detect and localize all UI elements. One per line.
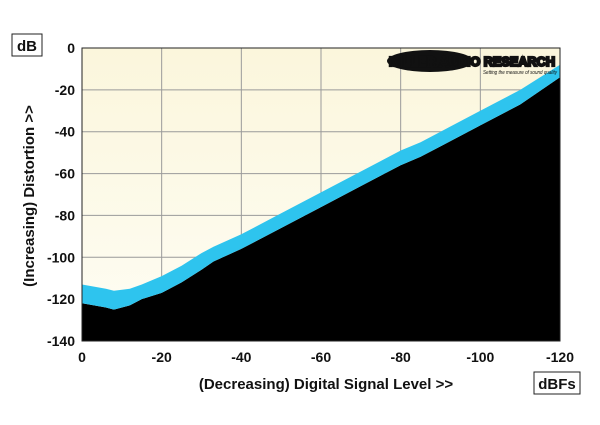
plot-frame	[81, 47, 561, 342]
logo-tagline: Setting the measure of sound quality	[483, 70, 558, 76]
y-tick-labels: 0 -20 -40 -60 -80 -100 -120 -140	[47, 40, 75, 349]
y-tick-label: 0	[67, 40, 75, 56]
x-tick-labels: 0 -20 -40 -60 -80 -100 -120	[78, 349, 574, 365]
y-tick-label: -80	[55, 207, 75, 223]
logo-ellipse	[387, 50, 473, 72]
y-tick-label: -60	[55, 166, 75, 182]
y-axis-title: (Increasing) Distortion >>	[21, 105, 38, 287]
miller-audio-research-logo: MILLER AUDIO RESEARCH Setting the measur…	[387, 50, 558, 76]
y-tick-label: -120	[47, 291, 75, 307]
x-axis-title: (Decreasing) Digital Signal Level >>	[199, 376, 453, 393]
x-unit-box: dBFs	[533, 371, 581, 395]
y-tick-label: -100	[47, 249, 75, 265]
y-unit-label: dB	[17, 38, 37, 55]
x-tick-label: -60	[311, 349, 331, 365]
y-tick-label: -40	[55, 124, 75, 140]
x-tick-label: -20	[152, 349, 172, 365]
x-tick-label: 0	[78, 349, 86, 365]
logo-brand-text: MILLER AUDIO RESEARCH	[389, 55, 555, 69]
x-tick-label: -120	[546, 349, 574, 365]
x-tick-label: -100	[466, 349, 494, 365]
below-band-fill	[82, 77, 560, 341]
y-unit-box: dB	[11, 33, 43, 57]
x-tick-label: -80	[391, 349, 411, 365]
x-unit-label: dBFs	[538, 376, 576, 393]
y-tick-label: -20	[55, 82, 75, 98]
y-tick-label: -140	[47, 333, 75, 349]
x-tick-label: -40	[231, 349, 251, 365]
